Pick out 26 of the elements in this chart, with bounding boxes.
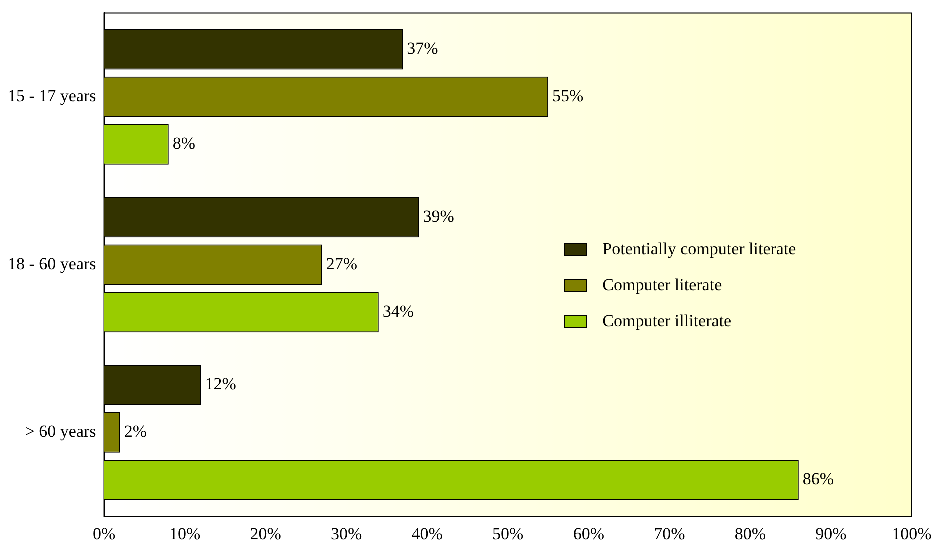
y-tick-label: 18 - 60 years — [8, 254, 96, 274]
data-label: 37% — [407, 39, 438, 58]
x-tick-label: 50% — [492, 524, 524, 544]
legend-label: Computer illiterate — [602, 311, 732, 330]
x-tick-label: 90% — [816, 524, 847, 544]
y-tick-label: > 60 years — [25, 422, 96, 442]
y-tick-label: 15 - 17 years — [8, 86, 96, 106]
x-tick-label: 100% — [892, 524, 932, 544]
data-label: 2% — [124, 422, 148, 442]
data-label: 39% — [423, 206, 454, 226]
data-label: 86% — [802, 470, 834, 489]
data-label: 34% — [382, 302, 414, 321]
x-tick-label: 60% — [573, 524, 604, 544]
legend-label: Computer literate — [602, 275, 722, 294]
x-tick-label: 70% — [654, 524, 686, 544]
x-tick-label: 20% — [250, 524, 282, 544]
x-tick-label: 40% — [412, 524, 443, 544]
data-label: 55% — [552, 86, 584, 106]
data-label: 8% — [172, 134, 196, 154]
data-label: 27% — [326, 254, 358, 274]
x-tick-label: 80% — [734, 524, 766, 544]
x-tick-label: 10% — [169, 524, 201, 544]
data-label: 12% — [205, 374, 236, 394]
x-tick-label: 30% — [331, 524, 362, 544]
legend-label: Potentially computer literate — [602, 239, 796, 258]
x-tick-label: 0% — [92, 524, 116, 544]
